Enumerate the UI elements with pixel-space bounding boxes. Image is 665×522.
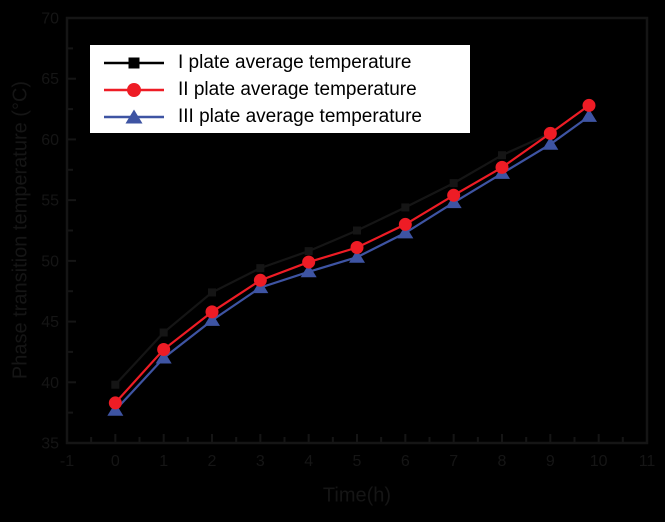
data-point-marker	[256, 264, 265, 273]
data-point-marker	[350, 241, 364, 254]
x-axis-title: Time(h)	[322, 484, 392, 507]
y-tick-label: 55	[41, 193, 59, 210]
legend-label-plate-1: I plate average temperature	[178, 51, 412, 73]
y-tick-label: 50	[41, 253, 59, 270]
series-3	[107, 108, 597, 416]
y-tick-label: 35	[41, 436, 59, 453]
y-axis-title: Phase transition temperature (°C)	[9, 80, 32, 380]
data-point-marker	[581, 108, 597, 122]
data-point-marker	[111, 380, 120, 389]
data-point-marker	[449, 179, 458, 188]
y-tick-label: 45	[41, 314, 59, 331]
x-tick-label: 8	[498, 453, 507, 470]
data-point-marker	[582, 98, 596, 112]
y-tick-label: 70	[41, 11, 59, 28]
data-point-marker	[300, 264, 317, 278]
axis-ticks	[66, 17, 648, 444]
x-tick-label: 5	[353, 453, 362, 470]
x-tick-label: 7	[449, 453, 458, 470]
x-tick-label: 3	[256, 453, 265, 470]
data-point-marker	[205, 305, 219, 319]
data-point-marker	[304, 247, 313, 256]
legend-label-plate-2: II plate average temperature	[178, 78, 417, 100]
x-tick-label: 0	[111, 453, 120, 470]
data-point-marker	[349, 249, 365, 263]
series-1	[111, 101, 593, 389]
series-3-line	[114, 115, 590, 411]
circle-marker-icon	[104, 82, 164, 97]
data-point-marker	[353, 226, 361, 235]
x-tick-label: 1	[159, 453, 168, 470]
x-tick-label: -1	[60, 453, 74, 470]
data-point-marker	[447, 188, 461, 202]
data-point-marker	[253, 273, 267, 287]
data-point-marker	[208, 288, 216, 297]
data-point-marker	[108, 396, 122, 410]
data-point-marker	[159, 328, 168, 337]
data-point-marker	[495, 160, 509, 174]
data-point-marker	[157, 343, 171, 356]
legend-box: I plate average temperature II plate ave…	[88, 43, 472, 135]
legend-label-plate-3: III plate average temperature	[178, 105, 422, 127]
legend-item-plate-2: II plate average temperature	[104, 76, 470, 103]
data-point-marker	[397, 225, 414, 239]
data-point-marker	[401, 203, 410, 212]
plot-border	[65, 16, 649, 445]
triangle-marker-icon	[104, 109, 164, 123]
data-point-marker	[542, 136, 559, 150]
x-tick-label: 6	[401, 453, 410, 470]
data-point-marker	[302, 255, 316, 269]
x-tick-label: 9	[546, 453, 555, 470]
data-point-marker	[204, 312, 220, 326]
x-tick-label: 11	[639, 453, 656, 470]
data-point-marker	[543, 126, 557, 140]
legend-item-plate-3: III plate average temperature	[104, 103, 470, 130]
x-tick-label: 10	[590, 453, 608, 470]
series-2-line	[114, 104, 590, 404]
y-tick-label: 40	[41, 375, 59, 392]
square-marker-icon	[104, 57, 164, 68]
y-tick-label: 65	[41, 71, 59, 88]
data-point-marker	[498, 151, 506, 160]
x-tick-label: 2	[208, 453, 217, 470]
series-2	[108, 98, 596, 410]
data-point-marker	[155, 350, 172, 364]
x-tick-label: 4	[304, 453, 313, 470]
legend-item-plate-1: I plate average temperature	[104, 49, 470, 76]
data-point-marker	[398, 217, 412, 231]
y-tick-label: 60	[41, 132, 59, 149]
